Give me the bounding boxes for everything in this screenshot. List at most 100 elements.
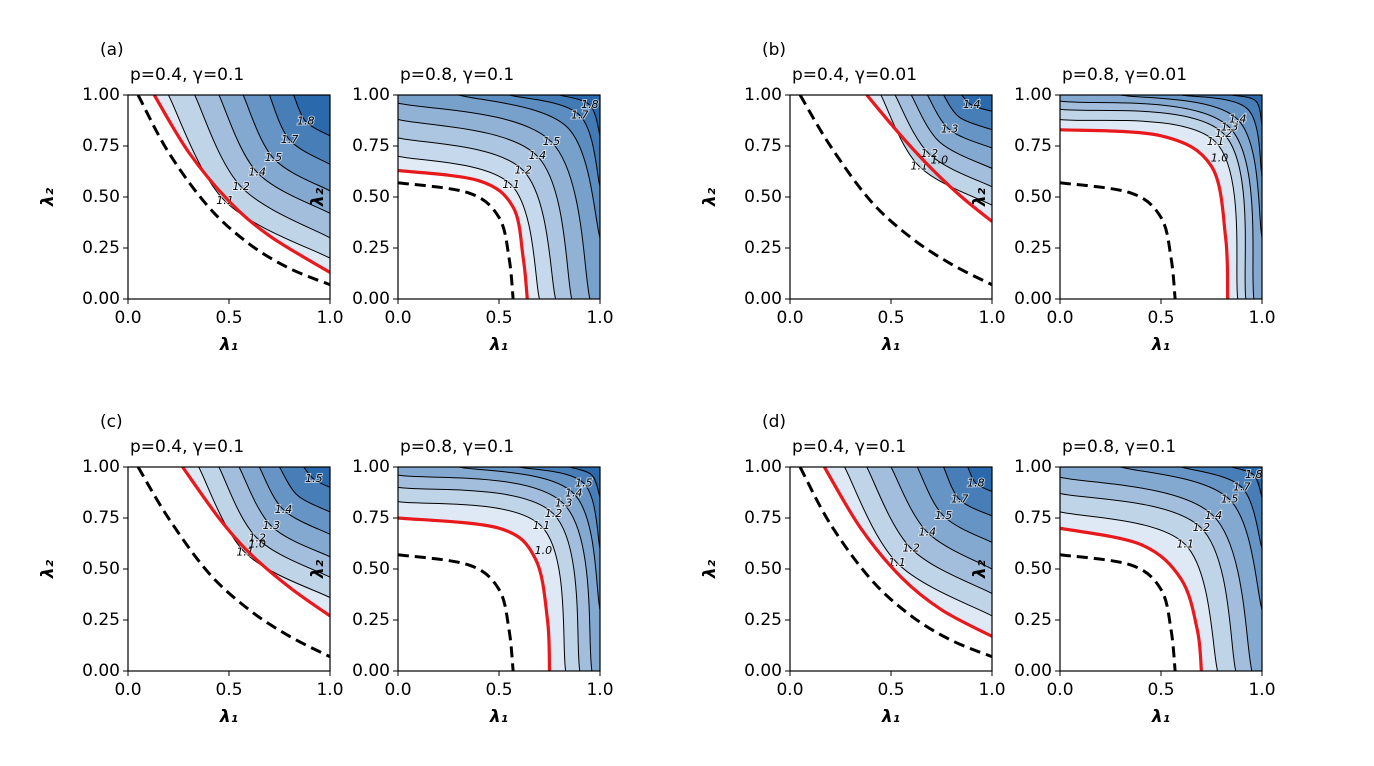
contour-label: 1.2	[545, 507, 563, 520]
contour-line	[961, 95, 992, 112]
x-tick-label: 1.0	[978, 680, 1005, 700]
y-tick-label: 0.25	[352, 238, 390, 258]
contour-label: 1.1	[1207, 135, 1225, 148]
contour-label: 1.4	[1229, 112, 1247, 125]
y-tick-label: 0.50	[352, 187, 390, 207]
contour-line	[1181, 467, 1262, 549]
contour-line	[398, 155, 540, 299]
contour-label: 1.1	[533, 519, 551, 532]
y-tick-label: 1.00	[744, 85, 782, 105]
dashed-line	[1060, 181, 1177, 299]
contour-label: 1.1	[1176, 538, 1194, 551]
contour-line	[916, 467, 992, 543]
x-tick-label: 1.0	[978, 308, 1005, 328]
contour-line	[398, 102, 591, 299]
y-axis-label: λ₂	[700, 187, 720, 207]
y-axis-label: λ₂	[308, 187, 328, 207]
y-tick-label: 1.00	[82, 85, 120, 105]
y-tick-label: 0.25	[744, 238, 782, 258]
contour-line	[268, 95, 330, 165]
red-line	[152, 95, 330, 274]
plot-area: 1.11.21.31.41.0	[790, 95, 992, 299]
contour-line	[279, 467, 330, 513]
y-tick-label: 0.50	[744, 187, 782, 207]
x-tick-label: 1.0	[586, 680, 613, 700]
contour-line	[1060, 511, 1219, 671]
plot-area: 1.1 1.21.41.5 1.71.8	[398, 95, 600, 299]
contour-line	[293, 95, 330, 137]
y-axis-label: λ₂	[308, 559, 328, 579]
y-tick-label: 1.00	[1014, 85, 1052, 105]
y-tick-label: 0.75	[352, 508, 390, 528]
dashed-line	[398, 181, 515, 299]
x-tick-label: 0.0	[776, 308, 803, 328]
x-tick-label: 1.0	[316, 680, 343, 700]
contour-label: 1.8	[1245, 468, 1263, 481]
y-tick-label: 0.50	[82, 187, 120, 207]
plot-area: 1.11.21.31.41.0	[1060, 95, 1262, 299]
contour-fill	[1060, 467, 1262, 671]
contour-line	[303, 467, 330, 488]
x-tick-label: 1.0	[1248, 308, 1275, 328]
contour-line	[1060, 118, 1239, 299]
contour-label: 1.0	[1211, 151, 1229, 164]
contour-line	[218, 467, 330, 578]
y-tick-label: 0.75	[1014, 508, 1052, 528]
contour-label: 1.4	[963, 98, 981, 111]
contour-fill	[961, 95, 992, 112]
contour-label: 1.5	[305, 472, 323, 485]
y-tick-label: 0.25	[82, 610, 120, 630]
panel: 1.11.21.41.51.71.80.0 0.5 1.00.000.250.500…	[970, 437, 1276, 727]
contour-line	[866, 467, 992, 594]
x-tick-label: 0.5	[1147, 308, 1174, 328]
contour-line	[167, 95, 330, 259]
x-tick-label: 1.0	[1248, 680, 1275, 700]
panel: 1.11.21.41.51.71.80.0 0.5 1.00.000.250.500…	[700, 412, 1006, 727]
contour-label: 1.5	[1221, 493, 1239, 506]
contour-label: 1.3	[941, 123, 959, 136]
contour-line	[218, 95, 330, 214]
panel-label: (c)	[100, 412, 123, 432]
contour-label: 1.4	[275, 503, 293, 516]
contour-label: 1.5	[935, 509, 953, 522]
contour-fill	[1181, 95, 1262, 177]
y-axis-label: λ₂	[38, 187, 58, 207]
y-tick-label: 0.25	[352, 610, 390, 630]
contour-fill	[303, 467, 330, 488]
contour-fill	[967, 467, 992, 492]
contour-label: 1.2	[514, 163, 532, 176]
red-line	[398, 168, 529, 299]
x-axis-label: λ₁	[1151, 335, 1170, 355]
contour-line	[519, 467, 600, 549]
contour-fill	[1231, 95, 1262, 126]
x-tick-label: 1.0	[316, 308, 343, 328]
y-tick-label: 0.25	[82, 238, 120, 258]
contour-label: 1.5	[575, 476, 593, 489]
x-tick-label: 0.0	[776, 680, 803, 700]
contour-fill	[293, 95, 330, 136]
panel-title: p=0.8, γ=0.1	[400, 437, 514, 457]
y-tick-label: 0.00	[352, 289, 390, 309]
y-tick-label: 1.00	[82, 457, 120, 477]
y-tick-label: 0.75	[352, 136, 390, 156]
x-tick-label: 0.0	[1046, 680, 1073, 700]
contour-line	[398, 137, 557, 299]
contour-label: 1.7	[951, 493, 969, 506]
dashed-line	[798, 467, 992, 659]
contour-line	[1231, 467, 1262, 498]
dashed-line	[136, 95, 330, 287]
y-tick-label: 1.00	[1014, 457, 1052, 477]
contour-label: 1.2	[1215, 127, 1233, 140]
dashed-line	[798, 95, 992, 287]
panel: 1.11.21.31.4 1.0 0.0 0.5 1.0 0.00 0.25 0.50 0.75…	[970, 65, 1276, 355]
x-axis-label: λ₁	[489, 335, 508, 355]
contour-label: 1.3	[263, 519, 281, 532]
panel-label: (a)	[100, 40, 124, 60]
contour-line	[198, 467, 330, 599]
contour-label: 1.4	[529, 149, 547, 162]
contour-label: 1.2	[232, 180, 250, 193]
x-tick-label: 0.5	[1147, 680, 1174, 700]
red-line	[181, 467, 330, 618]
panel: 1.11.21.41.51.71.80.0 0.5 1.00.000.250.500…	[38, 40, 344, 355]
x-tick-label: 0.0	[384, 308, 411, 328]
